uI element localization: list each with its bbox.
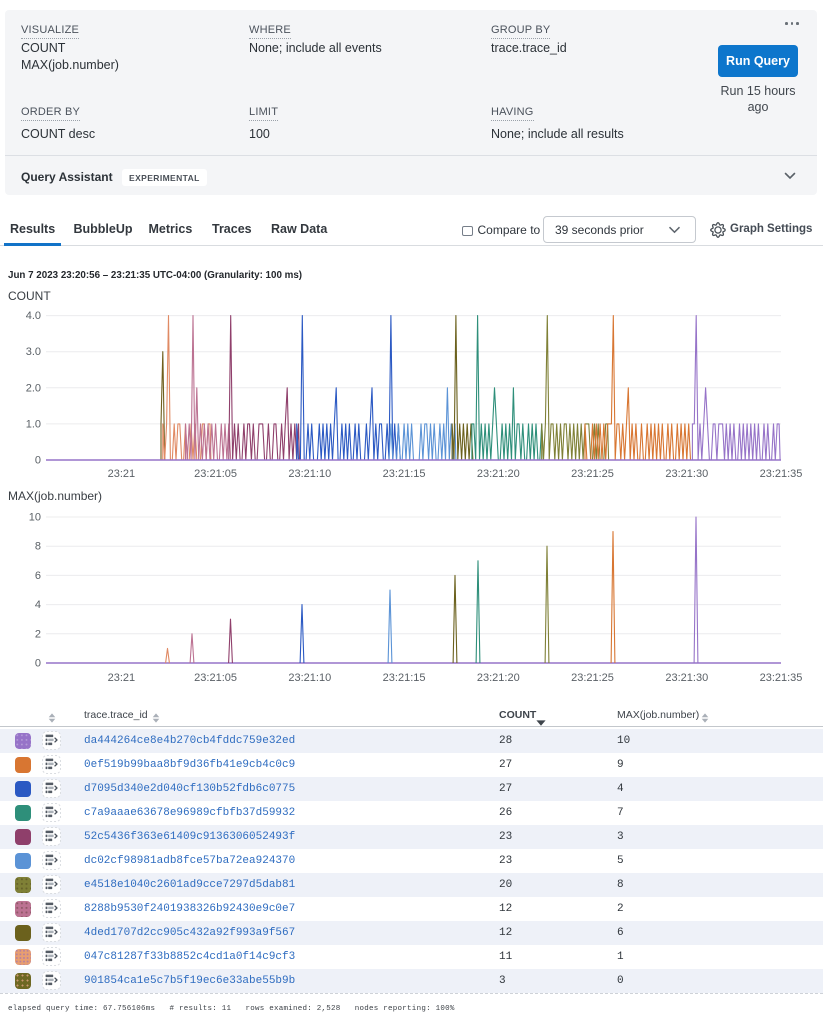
svg-text:8: 8	[35, 541, 41, 553]
svg-text:23:21:20: 23:21:20	[477, 672, 520, 684]
svg-text:23:21:05: 23:21:05	[194, 468, 237, 480]
svg-text:23:21:15: 23:21:15	[383, 468, 426, 480]
svg-text:23:21: 23:21	[108, 468, 136, 480]
svg-text:6: 6	[35, 570, 41, 582]
svg-text:23:21:30: 23:21:30	[665, 468, 708, 480]
svg-text:23:21:35: 23:21:35	[760, 468, 803, 480]
svg-text:23:21:15: 23:21:15	[383, 672, 426, 684]
svg-text:23:21:20: 23:21:20	[477, 468, 520, 480]
svg-text:3.0: 3.0	[26, 346, 41, 358]
svg-text:23:21: 23:21	[108, 672, 136, 684]
svg-text:23:21:35: 23:21:35	[760, 672, 803, 684]
svg-text:23:21:10: 23:21:10	[288, 672, 331, 684]
svg-text:23:21:25: 23:21:25	[571, 468, 614, 480]
svg-text:23:21:25: 23:21:25	[571, 672, 614, 684]
svg-text:0: 0	[35, 658, 41, 670]
svg-text:2: 2	[35, 628, 41, 640]
svg-text:4: 4	[35, 599, 41, 611]
svg-text:1.0: 1.0	[26, 418, 41, 430]
svg-text:23:21:05: 23:21:05	[194, 672, 237, 684]
svg-text:4.0: 4.0	[26, 310, 41, 322]
svg-text:0: 0	[35, 455, 41, 467]
svg-text:23:21:10: 23:21:10	[288, 468, 331, 480]
svg-text:10: 10	[29, 512, 41, 524]
svg-text:23:21:30: 23:21:30	[665, 672, 708, 684]
svg-text:2.0: 2.0	[26, 382, 41, 394]
